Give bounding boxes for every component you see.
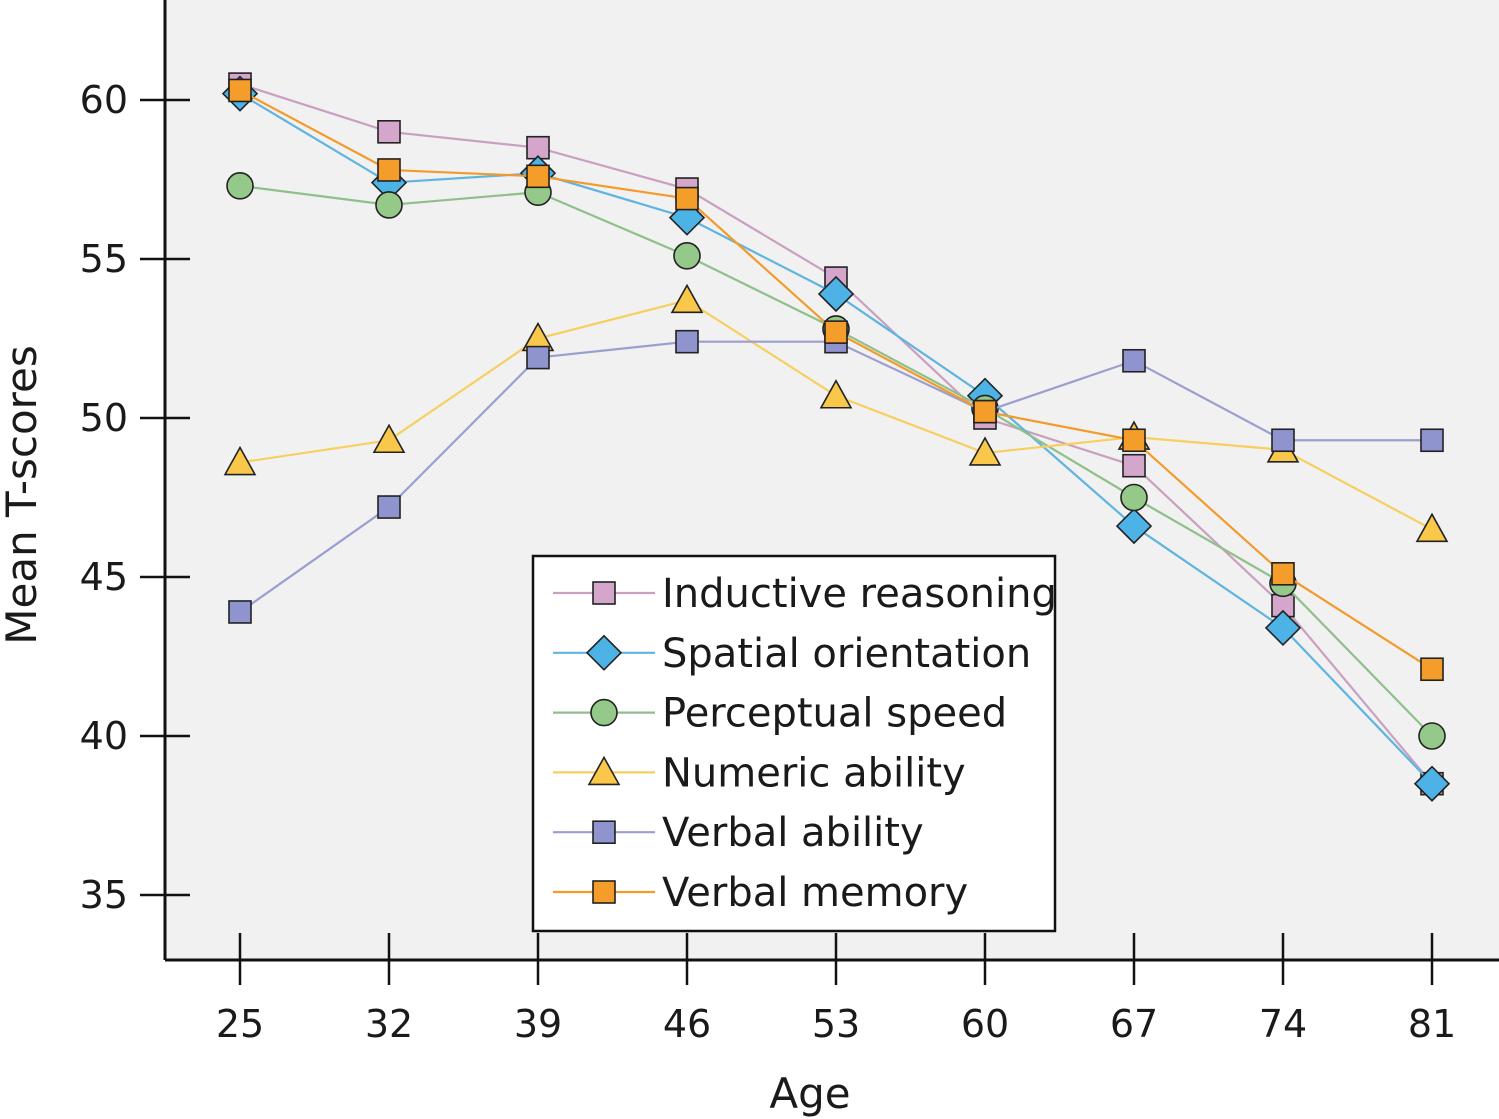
x-axis-ticks: 25 32 39 46 53 60 67 74 81 <box>216 933 1456 1046</box>
y-tick-label: 60 <box>80 78 128 122</box>
series-layer <box>221 72 1451 802</box>
legend-marker <box>585 634 623 671</box>
x-tick-label: 74 <box>1259 1002 1307 1046</box>
data-point-verbal-memory <box>1122 428 1146 453</box>
data-point-verbal-ability <box>675 329 699 354</box>
data-point-verbal-memory <box>675 186 699 211</box>
x-tick-label: 46 <box>663 1002 711 1046</box>
legend-entry-verbal-ability: Verbal ability <box>553 810 924 856</box>
data-point-perceptual-speed <box>1120 483 1148 512</box>
legend-label: Perceptual speed <box>662 691 1007 737</box>
legend-marker <box>592 820 616 845</box>
data-point-verbal-memory <box>1271 562 1295 586</box>
data-point-verbal-memory <box>526 164 550 189</box>
data-point-verbal-ability <box>1420 428 1444 453</box>
legend-marker <box>592 880 616 904</box>
data-point-verbal-ability <box>1271 428 1295 453</box>
x-tick-label: 39 <box>514 1002 562 1046</box>
data-point-verbal-memory <box>973 399 997 424</box>
data-point-verbal-ability <box>526 345 550 370</box>
legend-label: Inductive reasoning <box>662 571 1057 617</box>
data-point-spatial-orientation <box>1413 765 1451 802</box>
data-point-numeric-ability <box>1415 512 1449 543</box>
x-axis-title: Age <box>769 1069 850 1118</box>
data-point-numeric-ability <box>819 379 853 409</box>
legend-entry-perceptual-speed: Perceptual speed <box>553 691 1007 737</box>
data-point-perceptual-speed <box>226 172 254 200</box>
series-verbal-memory <box>228 78 1444 682</box>
data-point-verbal-ability <box>228 600 252 624</box>
legend-entry-numeric-ability: Numeric ability <box>553 750 966 796</box>
x-tick-label: 60 <box>961 1002 1009 1046</box>
legend-box <box>531 554 1057 933</box>
legend-entry-inductive-reasoning: Inductive reasoning <box>553 571 1057 617</box>
data-point-numeric-ability <box>223 445 257 476</box>
data-point-verbal-memory <box>228 78 252 103</box>
data-point-spatial-orientation <box>1264 609 1302 647</box>
x-tick-label: 32 <box>365 1002 413 1046</box>
legend-label: Verbal memory <box>662 870 968 916</box>
data-point-spatial-orientation <box>1115 507 1153 545</box>
data-point-perceptual-speed <box>1418 722 1446 750</box>
data-point-perceptual-speed <box>673 242 701 270</box>
y-axis-title: Mean T-scores <box>0 345 46 644</box>
legend-marker <box>590 698 618 727</box>
data-point-inductive-reasoning <box>1122 453 1146 478</box>
legend-entry-spatial-orientation: Spatial orientation <box>553 631 1031 677</box>
data-point-verbal-memory <box>1420 657 1444 682</box>
y-tick-label: 50 <box>80 396 128 440</box>
legend-label: Spatial orientation <box>662 631 1031 677</box>
legend-label: Numeric ability <box>662 750 966 796</box>
data-point-verbal-ability <box>1122 348 1146 373</box>
x-tick-label: 67 <box>1110 1002 1158 1046</box>
legend-entry-verbal-memory: Verbal memory <box>553 870 968 916</box>
data-point-numeric-ability <box>372 423 406 454</box>
y-axis-ticks: 35 40 45 50 55 60 <box>80 78 190 917</box>
data-point-verbal-memory <box>377 158 401 182</box>
y-tick-label: 55 <box>80 237 128 281</box>
data-point-spatial-orientation <box>817 275 855 313</box>
data-point-inductive-reasoning <box>377 120 401 144</box>
x-tick-label: 53 <box>812 1002 860 1046</box>
data-point-numeric-ability <box>670 283 704 314</box>
data-point-numeric-ability <box>968 436 1002 466</box>
legend-marker <box>587 755 621 786</box>
data-point-verbal-memory <box>824 320 848 344</box>
y-tick-label: 40 <box>80 714 128 758</box>
y-tick-label: 45 <box>80 555 128 599</box>
x-tick-label: 81 <box>1408 1002 1456 1046</box>
data-point-verbal-ability <box>377 495 401 519</box>
y-tick-label: 35 <box>80 873 128 917</box>
x-tick-label: 25 <box>216 1002 264 1046</box>
legend-label: Verbal ability <box>662 810 924 856</box>
legend: Inductive reasoning Spatial orientation Pe… <box>531 554 1057 933</box>
data-point-perceptual-speed <box>375 191 403 219</box>
legend-marker <box>592 581 616 605</box>
